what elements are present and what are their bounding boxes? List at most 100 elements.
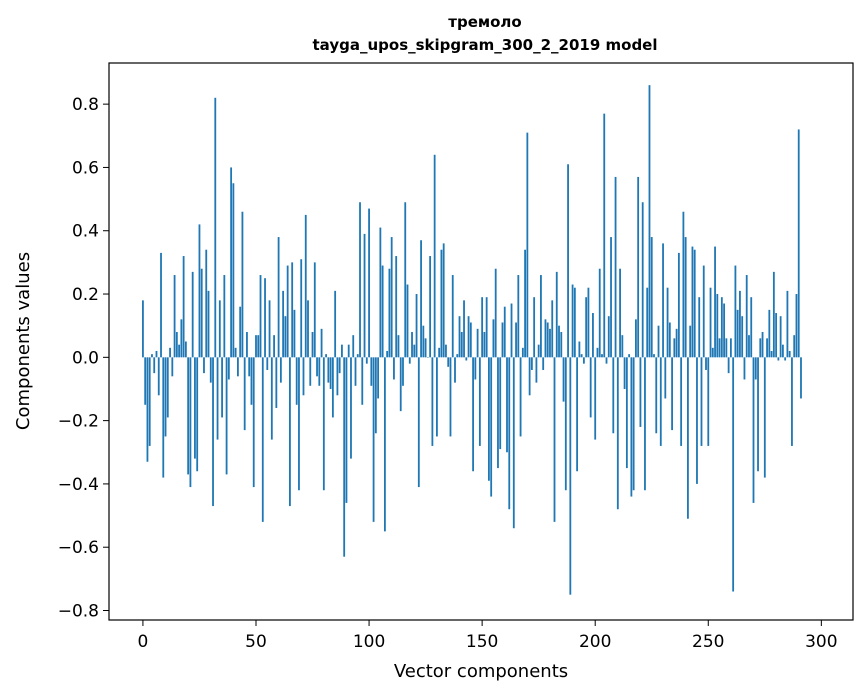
bar xyxy=(166,357,169,418)
bar xyxy=(510,303,513,358)
bar xyxy=(582,357,585,364)
bar xyxy=(275,357,278,408)
bar xyxy=(788,350,791,358)
bar xyxy=(592,313,594,358)
bar xyxy=(388,268,391,358)
bar xyxy=(589,357,592,418)
bar xyxy=(793,335,796,358)
bar xyxy=(146,357,149,462)
bar xyxy=(214,97,217,358)
bar xyxy=(397,335,400,358)
bar xyxy=(709,287,712,358)
bar xyxy=(635,319,637,358)
bar xyxy=(447,357,450,367)
bar xyxy=(748,335,750,358)
bar xyxy=(191,271,194,358)
bar xyxy=(395,256,398,358)
bar xyxy=(402,357,404,386)
bar xyxy=(628,354,631,358)
bar xyxy=(456,354,459,358)
bar xyxy=(361,357,364,405)
bar xyxy=(155,350,158,358)
bar xyxy=(607,316,610,358)
bar xyxy=(757,357,759,472)
bar xyxy=(567,164,569,358)
bar xyxy=(705,357,707,370)
bar xyxy=(438,347,441,358)
y-tick-label: 0.2 xyxy=(72,285,99,305)
x-tick-label: 200 xyxy=(579,632,611,652)
bar xyxy=(623,357,626,389)
bar xyxy=(777,357,780,361)
bar xyxy=(770,350,773,358)
bar xyxy=(325,354,327,358)
bar xyxy=(157,357,160,396)
bar xyxy=(237,357,239,377)
bar xyxy=(558,325,560,358)
bar xyxy=(503,306,506,358)
bar xyxy=(291,262,294,358)
bar xyxy=(352,335,355,358)
bar xyxy=(763,357,766,478)
bar xyxy=(668,322,671,358)
bar xyxy=(173,275,176,358)
y-tick-label: −0.4 xyxy=(58,475,99,495)
bar xyxy=(171,357,174,377)
bar xyxy=(329,357,332,389)
bar xyxy=(515,322,517,358)
bar xyxy=(578,341,581,358)
bar xyxy=(786,290,789,358)
bar xyxy=(519,357,522,437)
bar xyxy=(653,354,655,358)
bar xyxy=(246,332,248,358)
bar xyxy=(250,357,253,405)
bar xyxy=(576,357,579,472)
bar xyxy=(354,357,357,386)
bar xyxy=(363,233,366,358)
bar xyxy=(420,240,422,358)
bar xyxy=(341,344,343,358)
bar xyxy=(781,344,784,358)
bar xyxy=(521,347,524,358)
bar xyxy=(494,268,497,358)
bar xyxy=(277,237,280,358)
bar xyxy=(797,129,800,358)
bar xyxy=(666,287,669,358)
bar xyxy=(144,357,147,405)
bar xyxy=(417,357,420,488)
bar xyxy=(338,357,341,374)
bar xyxy=(639,357,642,427)
bar xyxy=(743,357,746,380)
bar xyxy=(187,357,190,475)
chart-subtitle: tayga_upos_skipgram_300_2_2019 model xyxy=(313,36,658,54)
bar xyxy=(261,357,264,522)
bar xyxy=(365,357,368,364)
bar xyxy=(433,154,436,358)
bar xyxy=(252,357,255,488)
bar xyxy=(621,335,624,358)
bar xyxy=(227,357,230,380)
bar xyxy=(664,357,667,399)
bar xyxy=(415,294,418,358)
bar xyxy=(533,297,536,358)
bar xyxy=(151,354,153,358)
bar xyxy=(560,332,563,358)
bar xyxy=(408,357,411,364)
bar xyxy=(549,328,551,358)
x-tick-label: 250 xyxy=(692,632,724,652)
bar xyxy=(175,332,178,358)
bar xyxy=(616,357,619,510)
bar xyxy=(689,325,692,358)
bar xyxy=(598,268,601,358)
bar xyxy=(555,271,558,358)
bar xyxy=(454,357,456,383)
bar xyxy=(180,319,183,358)
bar xyxy=(309,357,312,386)
bar xyxy=(573,287,576,358)
bar xyxy=(248,357,251,377)
bar xyxy=(739,290,741,358)
bar xyxy=(322,357,325,491)
bar xyxy=(497,357,499,469)
bar xyxy=(662,243,664,358)
bar xyxy=(282,290,285,358)
